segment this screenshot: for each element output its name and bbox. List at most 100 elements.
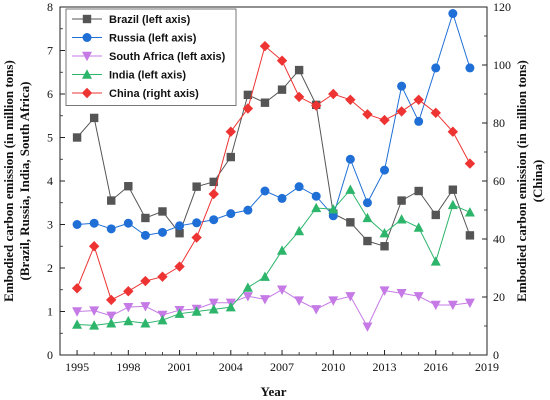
- data-point: [89, 218, 99, 228]
- data-point: [345, 154, 355, 164]
- y-left-tick-label: 4: [47, 174, 53, 188]
- data-point: [72, 133, 82, 142]
- y-left-tick-label: 8: [47, 0, 53, 14]
- data-point: [123, 286, 134, 297]
- data-point: [465, 63, 475, 73]
- data-point: [191, 232, 202, 243]
- legend-marker: [81, 87, 93, 99]
- x-tick-label: 2001: [168, 360, 192, 374]
- data-point: [311, 202, 322, 213]
- data-point: [123, 302, 134, 313]
- x-tick-label: 2010: [321, 360, 345, 374]
- y-left-tick-label: 2: [47, 261, 53, 275]
- data-point: [191, 306, 202, 316]
- data-point: [140, 275, 151, 287]
- data-point: [89, 113, 99, 123]
- data-point: [447, 126, 459, 137]
- data-point: [89, 320, 100, 330]
- x-tick-label: 2004: [219, 360, 243, 374]
- data-point: [430, 256, 441, 266]
- data-point: [413, 222, 424, 232]
- y-axis-right-title-line1: Embodied carbon emission (in million ton…: [514, 60, 529, 302]
- legend-label: Brazil (left axis): [109, 14, 191, 26]
- data-point: [396, 214, 407, 224]
- data-point: [328, 204, 339, 214]
- data-point: [157, 227, 167, 237]
- data-point: [174, 308, 185, 318]
- data-point: [71, 283, 83, 294]
- data-point: [311, 305, 322, 315]
- data-point: [175, 229, 184, 238]
- data-point: [328, 88, 339, 100]
- data-point: [447, 300, 458, 311]
- data-point: [379, 228, 390, 238]
- data-point: [345, 292, 356, 302]
- y-axis-left-title-line1: Embodied carbon emission (in million ton…: [1, 60, 16, 302]
- data-point: [89, 306, 100, 316]
- data-point: [209, 177, 218, 187]
- data-point: [140, 302, 151, 312]
- legend-label: India (left axis): [109, 70, 186, 82]
- x-tick-label: 1998: [116, 360, 140, 374]
- data-point: [243, 90, 253, 100]
- data-point: [157, 271, 168, 282]
- data-point: [106, 311, 117, 322]
- y-right-tick-label: 120: [493, 0, 511, 14]
- series-triangle-down: [72, 285, 475, 332]
- data-point: [294, 182, 304, 192]
- data-point: [107, 196, 116, 205]
- data-point: [106, 294, 117, 306]
- data-point: [362, 322, 373, 332]
- legend-marker: [82, 51, 92, 62]
- data-point: [447, 199, 458, 210]
- series-line: [77, 188, 471, 326]
- y-right-tick-label: 0: [493, 348, 499, 362]
- legend-label: Russia (left axis): [109, 33, 197, 45]
- y-left-tick-label: 7: [47, 44, 53, 58]
- series-layer: [71, 9, 476, 332]
- data-point: [277, 285, 288, 295]
- series-square: [72, 65, 475, 251]
- data-point: [464, 298, 475, 308]
- data-point: [311, 100, 322, 111]
- data-point: [464, 158, 476, 169]
- y-axis-left-title-line2: (Brazil, Russia, India, South Africa): [17, 82, 32, 281]
- data-point: [465, 231, 475, 240]
- data-point: [430, 107, 441, 119]
- data-point: [260, 186, 270, 196]
- data-point: [123, 218, 133, 228]
- data-point: [123, 315, 134, 326]
- data-point: [328, 211, 338, 221]
- data-point: [157, 315, 168, 325]
- data-point: [345, 184, 356, 194]
- data-point: [277, 193, 287, 203]
- data-point: [106, 224, 116, 234]
- data-point: [259, 271, 270, 281]
- y-axis-right-title-line2: (China): [530, 160, 545, 203]
- data-point: [379, 114, 390, 126]
- x-tick-label: 2013: [373, 360, 397, 374]
- data-point: [397, 81, 407, 91]
- series-line: [77, 289, 470, 328]
- legend-marker: [82, 14, 92, 24]
- legend-box: [65, 8, 237, 106]
- legend-marker: [82, 33, 92, 42]
- data-point: [464, 207, 475, 217]
- y-left-tick-label: 3: [47, 218, 53, 232]
- data-point: [311, 191, 321, 201]
- data-point: [259, 40, 271, 52]
- data-point: [294, 296, 305, 306]
- x-axis-title: Year: [261, 384, 287, 399]
- data-point: [362, 212, 373, 223]
- data-point: [242, 292, 253, 302]
- y-axis-left-title: Embodied carbon emission (in million ton…: [1, 60, 32, 302]
- data-point: [431, 63, 441, 73]
- data-point: [363, 236, 372, 246]
- axes-layer: 1995 1998 2001 2004 2007 2010 2013 2016 20190123…: [47, 0, 511, 374]
- data-point: [362, 109, 373, 120]
- data-point: [328, 296, 339, 306]
- data-point: [294, 65, 304, 75]
- data-point: [243, 205, 253, 215]
- data-point: [242, 282, 253, 292]
